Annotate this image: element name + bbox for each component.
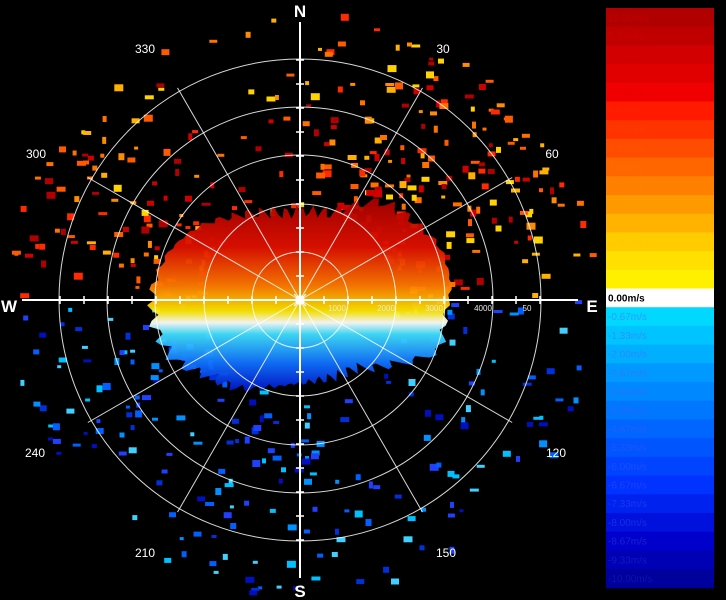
velocity-color-scale: 10.00m/s 9.33m/s 8.67m/s 8.00m/s 7.33m/s 6.67… xyxy=(600,0,726,600)
bearing-label-120: 120 xyxy=(546,446,566,460)
color-scale-swatch xyxy=(606,288,714,308)
color-scale-swatch xyxy=(606,138,714,159)
color-scale-swatch xyxy=(606,512,714,533)
color-scale-label: 2.67m/s xyxy=(608,219,644,230)
range-label-2000: 2000 xyxy=(377,304,395,313)
color-scale-label: 10.00m/s xyxy=(608,13,649,24)
color-scale-label: -8.67m/s xyxy=(608,537,647,548)
compass-west-label: W xyxy=(1,297,18,316)
color-scale-swatch xyxy=(606,101,714,121)
color-scale-label: 0.67m/s xyxy=(608,275,644,286)
color-scale-swatch xyxy=(606,456,714,477)
color-scale-label: -8.00m/s xyxy=(608,518,647,529)
color-scale-label: -7.33m/s xyxy=(608,499,647,510)
color-scale-label: 5.33m/s xyxy=(608,144,644,155)
radar-site-marker xyxy=(293,293,307,307)
color-scale-label: -6.00m/s xyxy=(608,462,647,473)
color-scale-label: 4.67m/s xyxy=(608,163,644,174)
radar-ppi-view[interactable]: N S E W 30 60 120 150 210 240 300 330 10… xyxy=(0,0,600,600)
color-scale-label: 7.33m/s xyxy=(608,88,644,99)
color-scale-swatch xyxy=(606,64,714,84)
color-scale-label: -5.33m/s xyxy=(608,443,647,454)
color-scale-swatch xyxy=(606,8,714,28)
color-scale-swatch xyxy=(606,569,714,589)
color-scale-label: -1.33m/s xyxy=(608,331,647,342)
color-scale-label: 1.33m/s xyxy=(608,256,644,267)
color-scale-label: -0.67m/s xyxy=(608,312,647,323)
color-scale-swatch xyxy=(606,344,714,364)
color-scale-swatch xyxy=(606,307,714,327)
color-scale-swatch xyxy=(606,438,714,458)
color-scale-swatch xyxy=(606,232,714,252)
color-scale-labels: 10.00m/s 9.33m/s 8.67m/s 8.00m/s 7.33m/s 6.67… xyxy=(608,13,652,585)
color-scale-label: 0.00m/s xyxy=(608,294,645,305)
bearing-label-240: 240 xyxy=(25,446,45,460)
bearing-label-330: 330 xyxy=(135,42,155,56)
color-scale-swatch xyxy=(606,382,714,402)
color-scale-swatch xyxy=(606,45,714,65)
compass-south-label: S xyxy=(294,582,305,600)
color-scale-label: 3.33m/s xyxy=(608,200,644,211)
color-scale-swatch xyxy=(606,475,714,495)
color-scale-swatch xyxy=(606,531,714,551)
color-scale-swatch xyxy=(606,363,714,383)
color-scale-swatch xyxy=(606,176,714,196)
color-scale-swatch xyxy=(606,325,714,346)
compass-north-label: N xyxy=(294,2,306,21)
bearing-label-60: 60 xyxy=(545,147,559,161)
color-scale-label: -2.00m/s xyxy=(608,350,647,361)
color-scale-label: -3.33m/s xyxy=(608,387,647,398)
range-bearing-grid xyxy=(22,22,578,578)
bearing-label-30: 30 xyxy=(436,42,450,56)
grid-labels: N S E W 30 60 120 150 210 240 300 330 10… xyxy=(1,2,598,600)
color-scale-label: -4.00m/s xyxy=(608,406,647,417)
color-scale-swatch xyxy=(606,419,714,439)
color-scale-swatch xyxy=(606,120,714,140)
color-scale-label: -10.00m/s xyxy=(608,574,652,585)
range-label-3000: 3000 xyxy=(425,304,443,313)
color-scale-swatch xyxy=(606,213,714,233)
color-scale-label: 6.00m/s xyxy=(608,125,644,136)
color-scale-label: 8.00m/s xyxy=(608,69,644,80)
color-scale-swatch xyxy=(606,494,714,514)
color-scale-label: -2.67m/s xyxy=(608,368,647,379)
color-scale-label: 6.67m/s xyxy=(608,107,644,118)
color-scale-swatch xyxy=(606,251,714,271)
color-scale-swatches xyxy=(606,8,714,589)
color-scale-swatch xyxy=(606,26,714,46)
bearing-label-150: 150 xyxy=(436,546,456,560)
color-scale-swatch xyxy=(606,82,714,103)
color-scale-label: 8.67m/s xyxy=(608,50,644,61)
color-scale-label: 9.33m/s xyxy=(608,32,644,43)
color-scale-swatch xyxy=(606,269,714,290)
range-label-5000: 50 xyxy=(523,304,532,313)
bearing-label-300: 300 xyxy=(26,147,46,161)
color-scale-label: -9.33m/s xyxy=(608,555,647,566)
color-scale-label: 2.00m/s xyxy=(608,237,644,248)
range-label-4000: 4000 xyxy=(474,304,492,313)
color-scale-label: 4.00m/s xyxy=(608,181,644,192)
color-scale-label: -6.67m/s xyxy=(608,481,647,492)
range-label-1000: 1000 xyxy=(328,304,346,313)
color-scale-label: -4.67m/s xyxy=(608,424,647,435)
color-scale-swatch xyxy=(606,195,714,215)
compass-east-label: E xyxy=(586,297,597,316)
color-scale-swatch xyxy=(606,157,714,177)
bearing-label-210: 210 xyxy=(135,546,155,560)
color-scale-swatch xyxy=(606,550,714,570)
color-scale-swatch xyxy=(606,400,714,420)
